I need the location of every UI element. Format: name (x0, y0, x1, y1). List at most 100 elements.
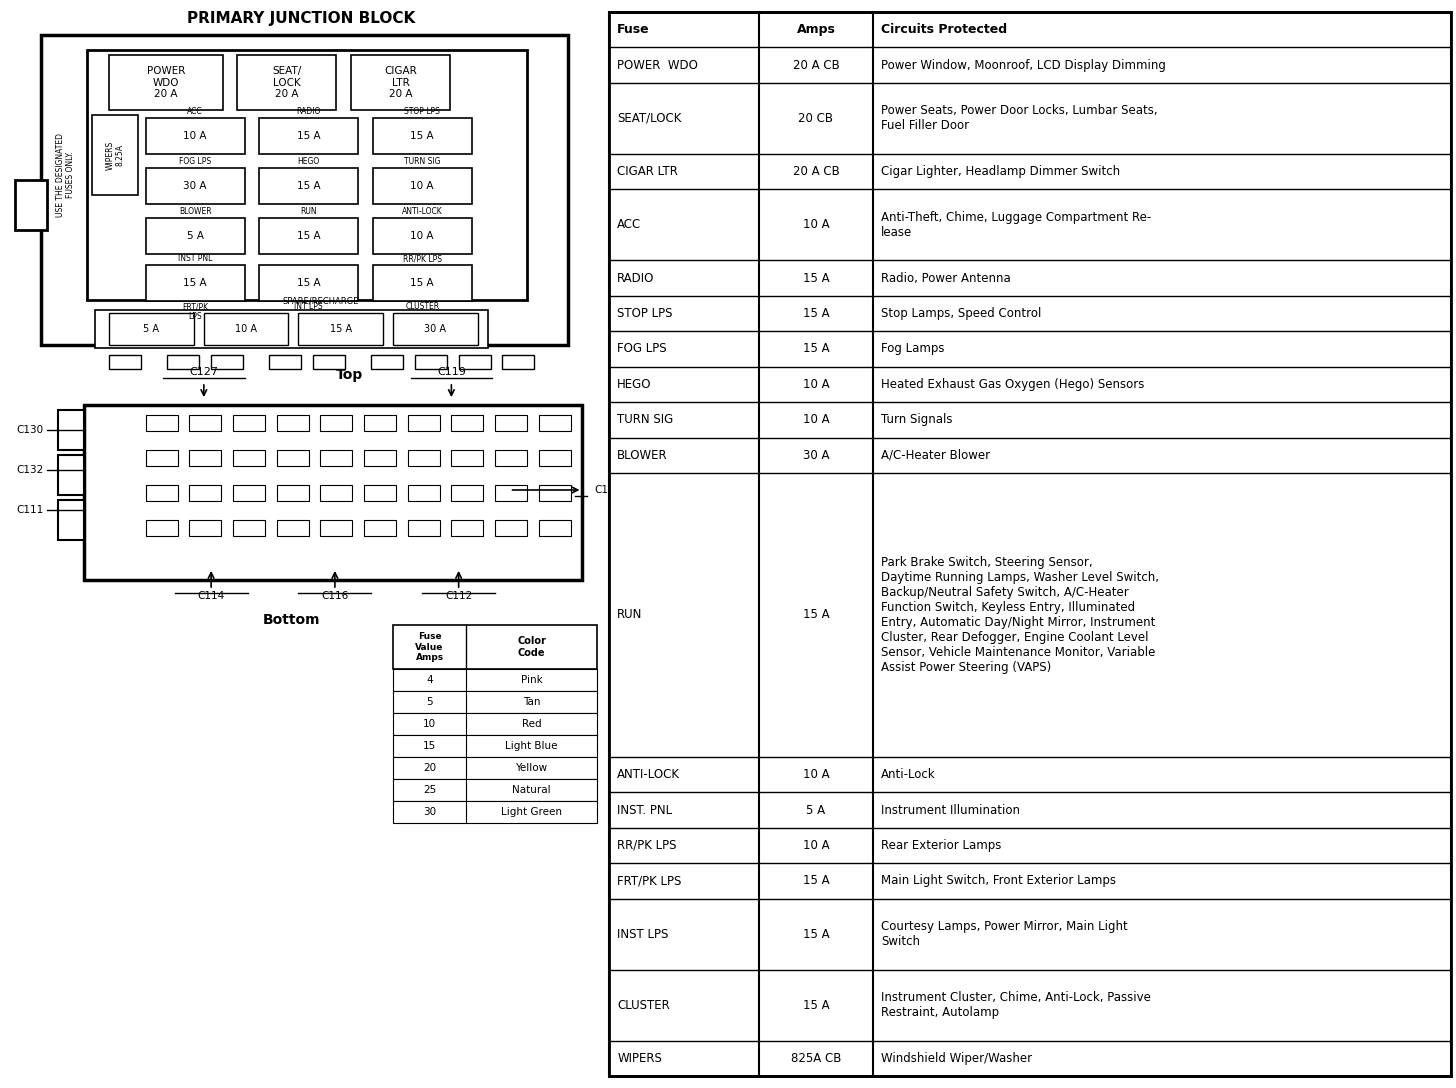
Text: RUN: RUN (300, 207, 317, 217)
Bar (320, 415, 352, 431)
Text: BLOWER: BLOWER (179, 207, 211, 217)
Bar (393, 779, 597, 801)
Text: 30 A: 30 A (802, 449, 828, 461)
Bar (237, 55, 336, 110)
Bar (373, 168, 472, 205)
Text: INST PNL: INST PNL (178, 254, 213, 263)
Bar (233, 485, 265, 500)
Text: Light Blue: Light Blue (505, 741, 558, 751)
Text: 15 A: 15 A (297, 181, 320, 191)
Bar (259, 118, 358, 154)
Text: SEAT/LOCK: SEAT/LOCK (617, 112, 681, 125)
Text: 15 A: 15 A (802, 875, 830, 888)
Bar (233, 450, 265, 466)
Bar (189, 450, 221, 466)
Text: Instrument Illumination: Instrument Illumination (881, 804, 1021, 816)
Text: Park Brake Switch, Steering Sensor,
Daytime Running Lamps, Washer Level Switch,
: Park Brake Switch, Steering Sensor, Dayt… (881, 556, 1159, 673)
Bar (393, 801, 597, 823)
Text: C116: C116 (322, 591, 348, 601)
Text: 15 A: 15 A (802, 307, 830, 320)
Text: Cigar Lighter, Headlamp Dimmer Switch: Cigar Lighter, Headlamp Dimmer Switch (881, 165, 1120, 178)
Bar (393, 625, 597, 669)
Bar (146, 520, 178, 536)
Text: TURN SIG: TURN SIG (617, 413, 674, 426)
Text: Pink: Pink (521, 675, 542, 685)
Text: USE THE DESIGNATED
FUSES ONLY.: USE THE DESIGNATED FUSES ONLY. (55, 133, 76, 217)
Bar (459, 355, 491, 369)
Text: C127: C127 (189, 367, 218, 378)
Bar (189, 415, 221, 431)
Text: 10 A: 10 A (411, 181, 434, 191)
Text: Circuits Protected: Circuits Protected (881, 23, 1008, 36)
Text: FOG LPS: FOG LPS (179, 157, 211, 166)
Text: WIPERS: WIPERS (617, 1052, 662, 1065)
Bar (146, 118, 245, 154)
Text: Instrument Cluster, Chime, Anti-Lock, Passive
Restraint, Autolamp: Instrument Cluster, Chime, Anti-Lock, Pa… (881, 991, 1152, 1019)
Text: 20 CB: 20 CB (798, 112, 833, 125)
Text: Radio, Power Antenna: Radio, Power Antenna (881, 272, 1010, 284)
Text: ACC: ACC (188, 107, 202, 116)
Text: 15 A: 15 A (802, 608, 830, 621)
Text: Anti-Theft, Chime, Luggage Compartment Re-
lease: Anti-Theft, Chime, Luggage Compartment R… (881, 211, 1152, 238)
Bar (58, 455, 84, 495)
Text: FRT/PK LPS: FRT/PK LPS (617, 875, 681, 888)
Text: C130: C130 (16, 425, 44, 435)
Text: HEGO: HEGO (617, 378, 652, 391)
Bar (393, 735, 597, 757)
Text: TURN SIG: TURN SIG (403, 157, 441, 166)
Bar (539, 415, 571, 431)
Text: Fuse: Fuse (617, 23, 649, 36)
Text: Windshield Wiper/Washer: Windshield Wiper/Washer (881, 1052, 1032, 1065)
Text: 4: 4 (427, 675, 432, 685)
Text: HEGO: HEGO (297, 157, 320, 166)
Text: FOG LPS: FOG LPS (617, 343, 667, 356)
Text: RUN: RUN (617, 608, 642, 621)
Text: STOP LPS: STOP LPS (617, 307, 673, 320)
Bar (393, 757, 597, 779)
Text: Anti-Lock: Anti-Lock (881, 768, 936, 781)
Bar (408, 485, 440, 500)
Text: Bottom: Bottom (262, 613, 320, 627)
Text: Natural: Natural (513, 786, 550, 795)
Text: Amps: Amps (796, 23, 836, 36)
Bar (58, 410, 84, 450)
Bar (373, 218, 472, 254)
Text: 10 A: 10 A (411, 231, 434, 242)
Text: Red: Red (521, 719, 542, 729)
Bar (41, 35, 568, 345)
Text: Power Window, Moonroof, LCD Display Dimming: Power Window, Moonroof, LCD Display Dimm… (881, 59, 1166, 72)
Bar (146, 485, 178, 500)
Text: Fog Lamps: Fog Lamps (881, 343, 945, 356)
Bar (92, 115, 138, 195)
Text: INST. PNL: INST. PNL (617, 804, 673, 816)
Text: POWER  WDO: POWER WDO (617, 59, 697, 72)
Bar (364, 415, 396, 431)
Text: C114: C114 (198, 591, 224, 601)
Text: 15 A: 15 A (297, 131, 320, 141)
Text: 15 A: 15 A (183, 279, 207, 288)
Text: Turn Signals: Turn Signals (881, 413, 952, 426)
Bar (539, 520, 571, 536)
Text: STOP LPS: STOP LPS (405, 107, 440, 116)
Text: 15: 15 (422, 741, 437, 751)
Text: C112: C112 (446, 591, 472, 601)
Text: CIGAR
LTR
20 A: CIGAR LTR 20 A (384, 66, 416, 99)
Bar (393, 669, 597, 691)
Bar (259, 168, 358, 205)
Bar (167, 355, 199, 369)
Text: ANTI-LOCK: ANTI-LOCK (617, 768, 680, 781)
Text: ANTI-LOCK: ANTI-LOCK (402, 207, 443, 217)
Bar (364, 485, 396, 500)
Text: WIPERS
8.25A: WIPERS 8.25A (105, 140, 125, 170)
Bar (393, 313, 478, 345)
Bar (204, 313, 288, 345)
Text: SEAT/
LOCK
20 A: SEAT/ LOCK 20 A (272, 66, 301, 99)
Bar (393, 713, 597, 735)
Text: 25: 25 (422, 786, 437, 795)
Text: Stop Lamps, Speed Control: Stop Lamps, Speed Control (881, 307, 1041, 320)
Bar (211, 355, 243, 369)
Bar (146, 218, 245, 254)
Text: 15 A: 15 A (297, 231, 320, 242)
Text: Color
Code: Color Code (517, 636, 546, 658)
Bar (298, 313, 383, 345)
